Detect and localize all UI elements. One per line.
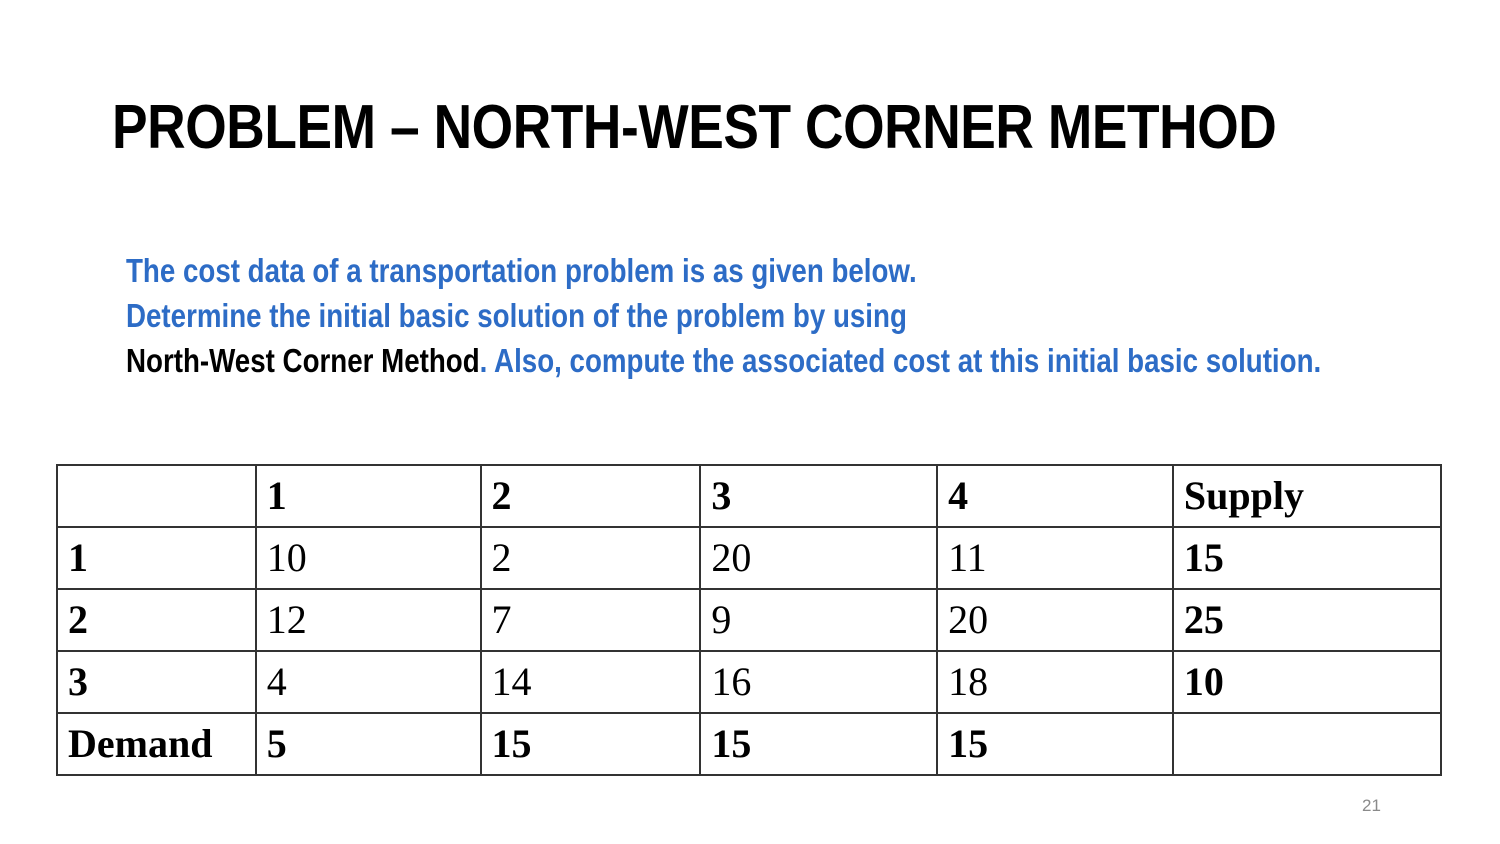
cost-cell: 11 (936, 526, 1174, 590)
demand-row: Demand 5 15 15 15 (56, 712, 1443, 776)
source-label: 3 (56, 650, 257, 714)
problem-statement: The cost data of a transportation proble… (126, 248, 1386, 383)
problem-line-3-rest: . Also, compute the associated cost at t… (479, 342, 1322, 379)
problem-line-2: Determine the initial basic solution of … (126, 297, 907, 334)
cost-table: 1 2 3 4 Supply 1 10 2 20 11 15 2 12 7 9 … (56, 464, 1443, 776)
header-cell-destination-4: 4 (936, 464, 1174, 528)
slide-title: PROBLEM – NORTH-WEST CORNER METHOD (112, 93, 1277, 162)
header-cell-supply: Supply (1171, 464, 1443, 528)
source-label: 1 (56, 526, 257, 590)
cost-cell: 10 (254, 526, 482, 590)
table-header-row: 1 2 3 4 Supply (56, 464, 1443, 528)
cost-cell: 16 (699, 650, 939, 714)
supply-cell: 15 (1171, 526, 1443, 590)
method-name: North-West Corner Method (126, 342, 480, 379)
cost-cell: 2 (479, 526, 702, 590)
source-label: 2 (56, 588, 257, 652)
cost-cell: 7 (479, 588, 702, 652)
header-cell-destination-2: 2 (479, 464, 702, 528)
table-row: 1 10 2 20 11 15 (56, 526, 1443, 590)
supply-cell: 10 (1171, 650, 1443, 714)
problem-line-1: The cost data of a transportation proble… (126, 252, 917, 289)
cost-cell: 4 (254, 650, 482, 714)
demand-cell: 5 (254, 712, 482, 776)
demand-label: Demand (56, 712, 257, 776)
header-cell-corner (56, 464, 257, 528)
cost-cell: 12 (254, 588, 482, 652)
demand-cell: 15 (479, 712, 702, 776)
cost-cell: 20 (936, 588, 1174, 652)
header-cell-destination-3: 3 (699, 464, 939, 528)
demand-cell: 15 (699, 712, 939, 776)
page-number: 21 (1362, 796, 1381, 815)
header-cell-destination-1: 1 (254, 464, 482, 528)
demand-cell: 15 (936, 712, 1174, 776)
cost-cell: 9 (699, 588, 939, 652)
problem-line-3: North-West Corner Method. Also, compute … (126, 338, 1386, 383)
table-row: 3 4 14 16 18 10 (56, 650, 1443, 714)
cost-cell: 18 (936, 650, 1174, 714)
supply-cell: 25 (1171, 588, 1443, 652)
cost-cell: 20 (699, 526, 939, 590)
cost-cell: 14 (479, 650, 702, 714)
table-row: 2 12 7 9 20 25 (56, 588, 1443, 652)
demand-supply-cell (1171, 712, 1443, 776)
